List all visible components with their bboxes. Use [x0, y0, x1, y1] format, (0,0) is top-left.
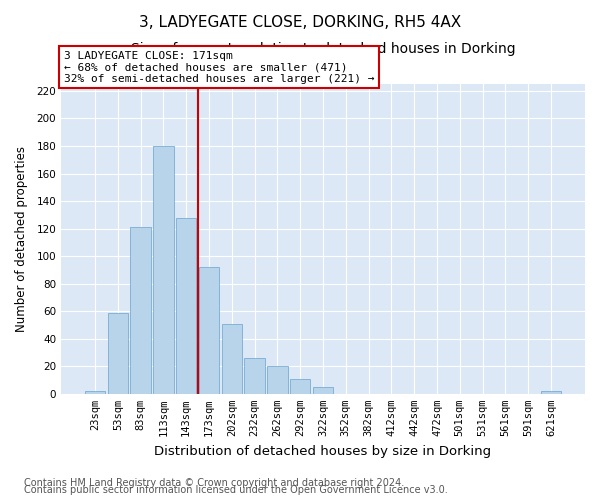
Bar [313, 387, 333, 394]
Bar [85, 391, 105, 394]
Bar [221, 324, 242, 394]
Title: Size of property relative to detached houses in Dorking: Size of property relative to detached ho… [131, 42, 515, 56]
Bar [176, 218, 196, 394]
Bar [130, 227, 151, 394]
Text: Contains HM Land Registry data © Crown copyright and database right 2024.: Contains HM Land Registry data © Crown c… [24, 478, 404, 488]
Text: 3, LADYEGATE CLOSE, DORKING, RH5 4AX: 3, LADYEGATE CLOSE, DORKING, RH5 4AX [139, 15, 461, 30]
Bar [107, 312, 128, 394]
X-axis label: Distribution of detached houses by size in Dorking: Distribution of detached houses by size … [154, 444, 491, 458]
Text: Contains public sector information licensed under the Open Government Licence v3: Contains public sector information licen… [24, 485, 448, 495]
Y-axis label: Number of detached properties: Number of detached properties [15, 146, 28, 332]
Bar [290, 378, 310, 394]
Bar [199, 267, 219, 394]
Text: 3 LADYEGATE CLOSE: 171sqm
← 68% of detached houses are smaller (471)
32% of semi: 3 LADYEGATE CLOSE: 171sqm ← 68% of detac… [64, 51, 374, 84]
Bar [541, 391, 561, 394]
Bar [153, 146, 173, 394]
Bar [244, 358, 265, 394]
Bar [267, 366, 287, 394]
